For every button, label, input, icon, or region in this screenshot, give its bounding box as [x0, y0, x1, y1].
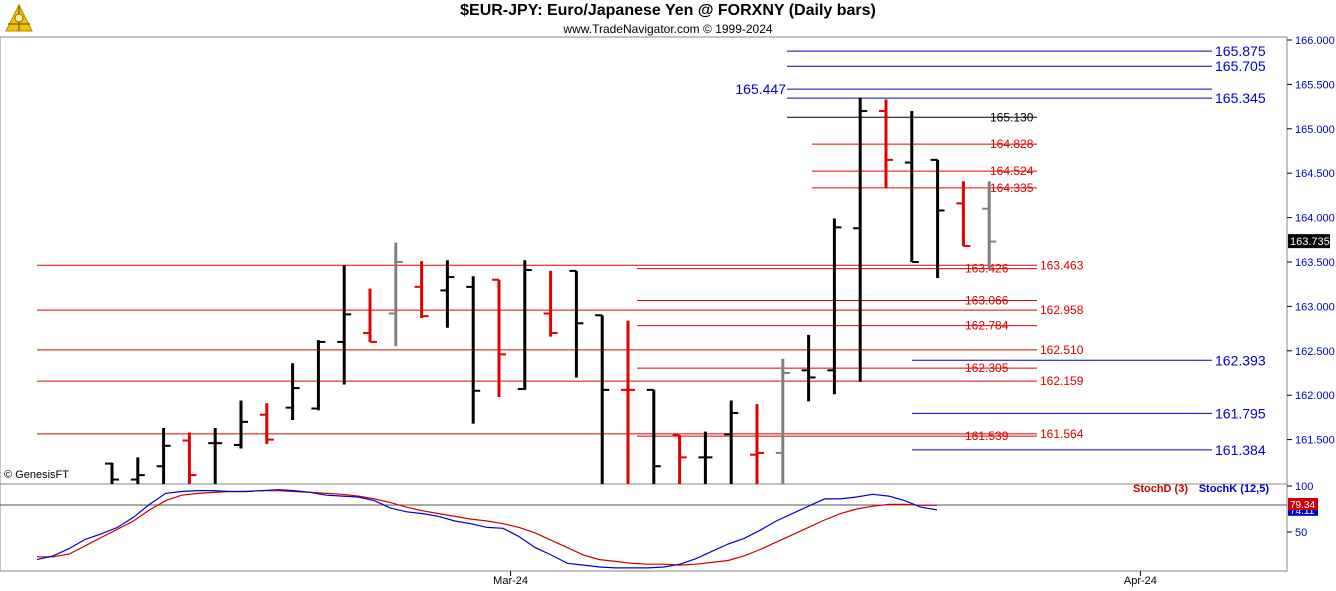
watermark-label: © GenesisFT [4, 469, 69, 481]
y-tick-label: 164.500 [1295, 168, 1335, 180]
ohlc-bar [285, 363, 300, 421]
ohlc-bar [801, 334, 816, 402]
ohlc-bar [311, 340, 326, 411]
ohlc-bar [879, 99, 893, 189]
ohlc-bar [621, 320, 635, 484]
stoch-y-tick-label: 100 [1295, 481, 1313, 493]
y-tick-label: 162.000 [1295, 390, 1335, 402]
ohlc-bar [646, 388, 661, 484]
ohlc-bar [569, 269, 584, 378]
y-tick-label: 164.000 [1295, 213, 1335, 225]
ohlc-bar [105, 462, 119, 484]
level-label: 162.784 [965, 319, 1009, 333]
ohlc-bar [724, 400, 739, 484]
stochd-last-label: 79.34 [1290, 500, 1315, 511]
level-label: 162.958 [1040, 303, 1084, 317]
ohlc-bar [982, 181, 997, 270]
stochk-legend: StochK (12,5) [1199, 483, 1270, 495]
level-label: 164.524 [990, 164, 1034, 178]
level-label: 163.463 [1040, 258, 1084, 272]
ohlc-bar [827, 218, 842, 395]
price-panel [0, 36, 1288, 485]
chart-title: $EUR-JPY: Euro/Japanese Yen @ FORXNY (Da… [460, 2, 876, 19]
ohlc-bar [440, 260, 455, 328]
ohlc-bar [904, 111, 919, 263]
ohlc-bar [130, 457, 145, 484]
stochk-line [36, 489, 938, 569]
y-tick-label: 161.500 [1295, 435, 1335, 447]
ohlc-bar [775, 358, 790, 484]
level-label: 164.335 [990, 181, 1034, 195]
ohlc-bar [182, 432, 197, 484]
level-label: 165.130 [990, 110, 1034, 124]
stochd-legend: StochD (3) [1133, 483, 1188, 495]
ohlc-bar [363, 288, 377, 343]
ohlc-bar [259, 403, 274, 445]
level-label: 161.384 [1215, 442, 1266, 458]
ohlc-bar [698, 431, 713, 484]
ohlc-bar [543, 270, 558, 337]
ohlc-bar [208, 428, 223, 484]
ohlc-bar [337, 265, 352, 385]
level-label: 165.447 [735, 81, 786, 97]
ohlc-bar [466, 276, 481, 424]
y-tick-label: 163.500 [1295, 257, 1335, 269]
ohlc-bar [853, 97, 868, 382]
ohlc-bar [956, 181, 971, 248]
level-label: 162.393 [1215, 352, 1266, 368]
last-price-label: 163.735 [1290, 236, 1330, 248]
level-label: 165.705 [1215, 58, 1266, 74]
level-label: 165.875 [1215, 43, 1266, 59]
level-label: 164.828 [990, 137, 1034, 151]
level-label: 165.345 [1215, 90, 1266, 106]
ohlc-bar [234, 400, 248, 449]
ohlc-bar [492, 278, 506, 397]
stochd-last-badge [1288, 498, 1318, 511]
level-label: 161.564 [1040, 427, 1084, 441]
chart-subtitle: www.TradeNavigator.com © 1999-2024 [563, 22, 773, 36]
y-tick-label: 162.500 [1295, 346, 1335, 358]
level-label: 163.426 [965, 262, 1009, 276]
ohlc-bar [156, 428, 171, 484]
y-tick-label: 165.500 [1295, 79, 1335, 91]
stochastic-panel [0, 483, 1288, 572]
stoch-y-tick-label: 50 [1295, 527, 1307, 539]
level-label: 163.066 [965, 294, 1009, 308]
ohlc-bar [750, 404, 764, 484]
last-price-badge [1288, 234, 1330, 249]
ohlc-bar [517, 260, 532, 390]
ohlc-bar [388, 242, 403, 347]
stochd-line [37, 490, 937, 566]
ohlc-bar [672, 434, 687, 484]
level-label: 161.795 [1215, 405, 1266, 421]
ohlc-bar [930, 158, 945, 278]
stochk-last-label: 74.11 [1290, 506, 1315, 517]
x-tick-label: Apr-24 [1124, 575, 1157, 587]
y-tick-label: 166.000 [1295, 35, 1335, 47]
ohlc-bar [414, 261, 429, 318]
tradenavigator-logo-icon [2, 2, 36, 34]
level-label: 162.159 [1040, 374, 1084, 388]
y-tick-label: 163.000 [1295, 301, 1335, 313]
level-label: 162.510 [1040, 343, 1084, 357]
level-label: 161.539 [965, 429, 1009, 443]
y-tick-label: 165.000 [1295, 124, 1335, 136]
x-tick-label: Mar-24 [493, 575, 528, 587]
ohlc-bar [595, 314, 610, 484]
level-label: 162.305 [965, 361, 1009, 375]
